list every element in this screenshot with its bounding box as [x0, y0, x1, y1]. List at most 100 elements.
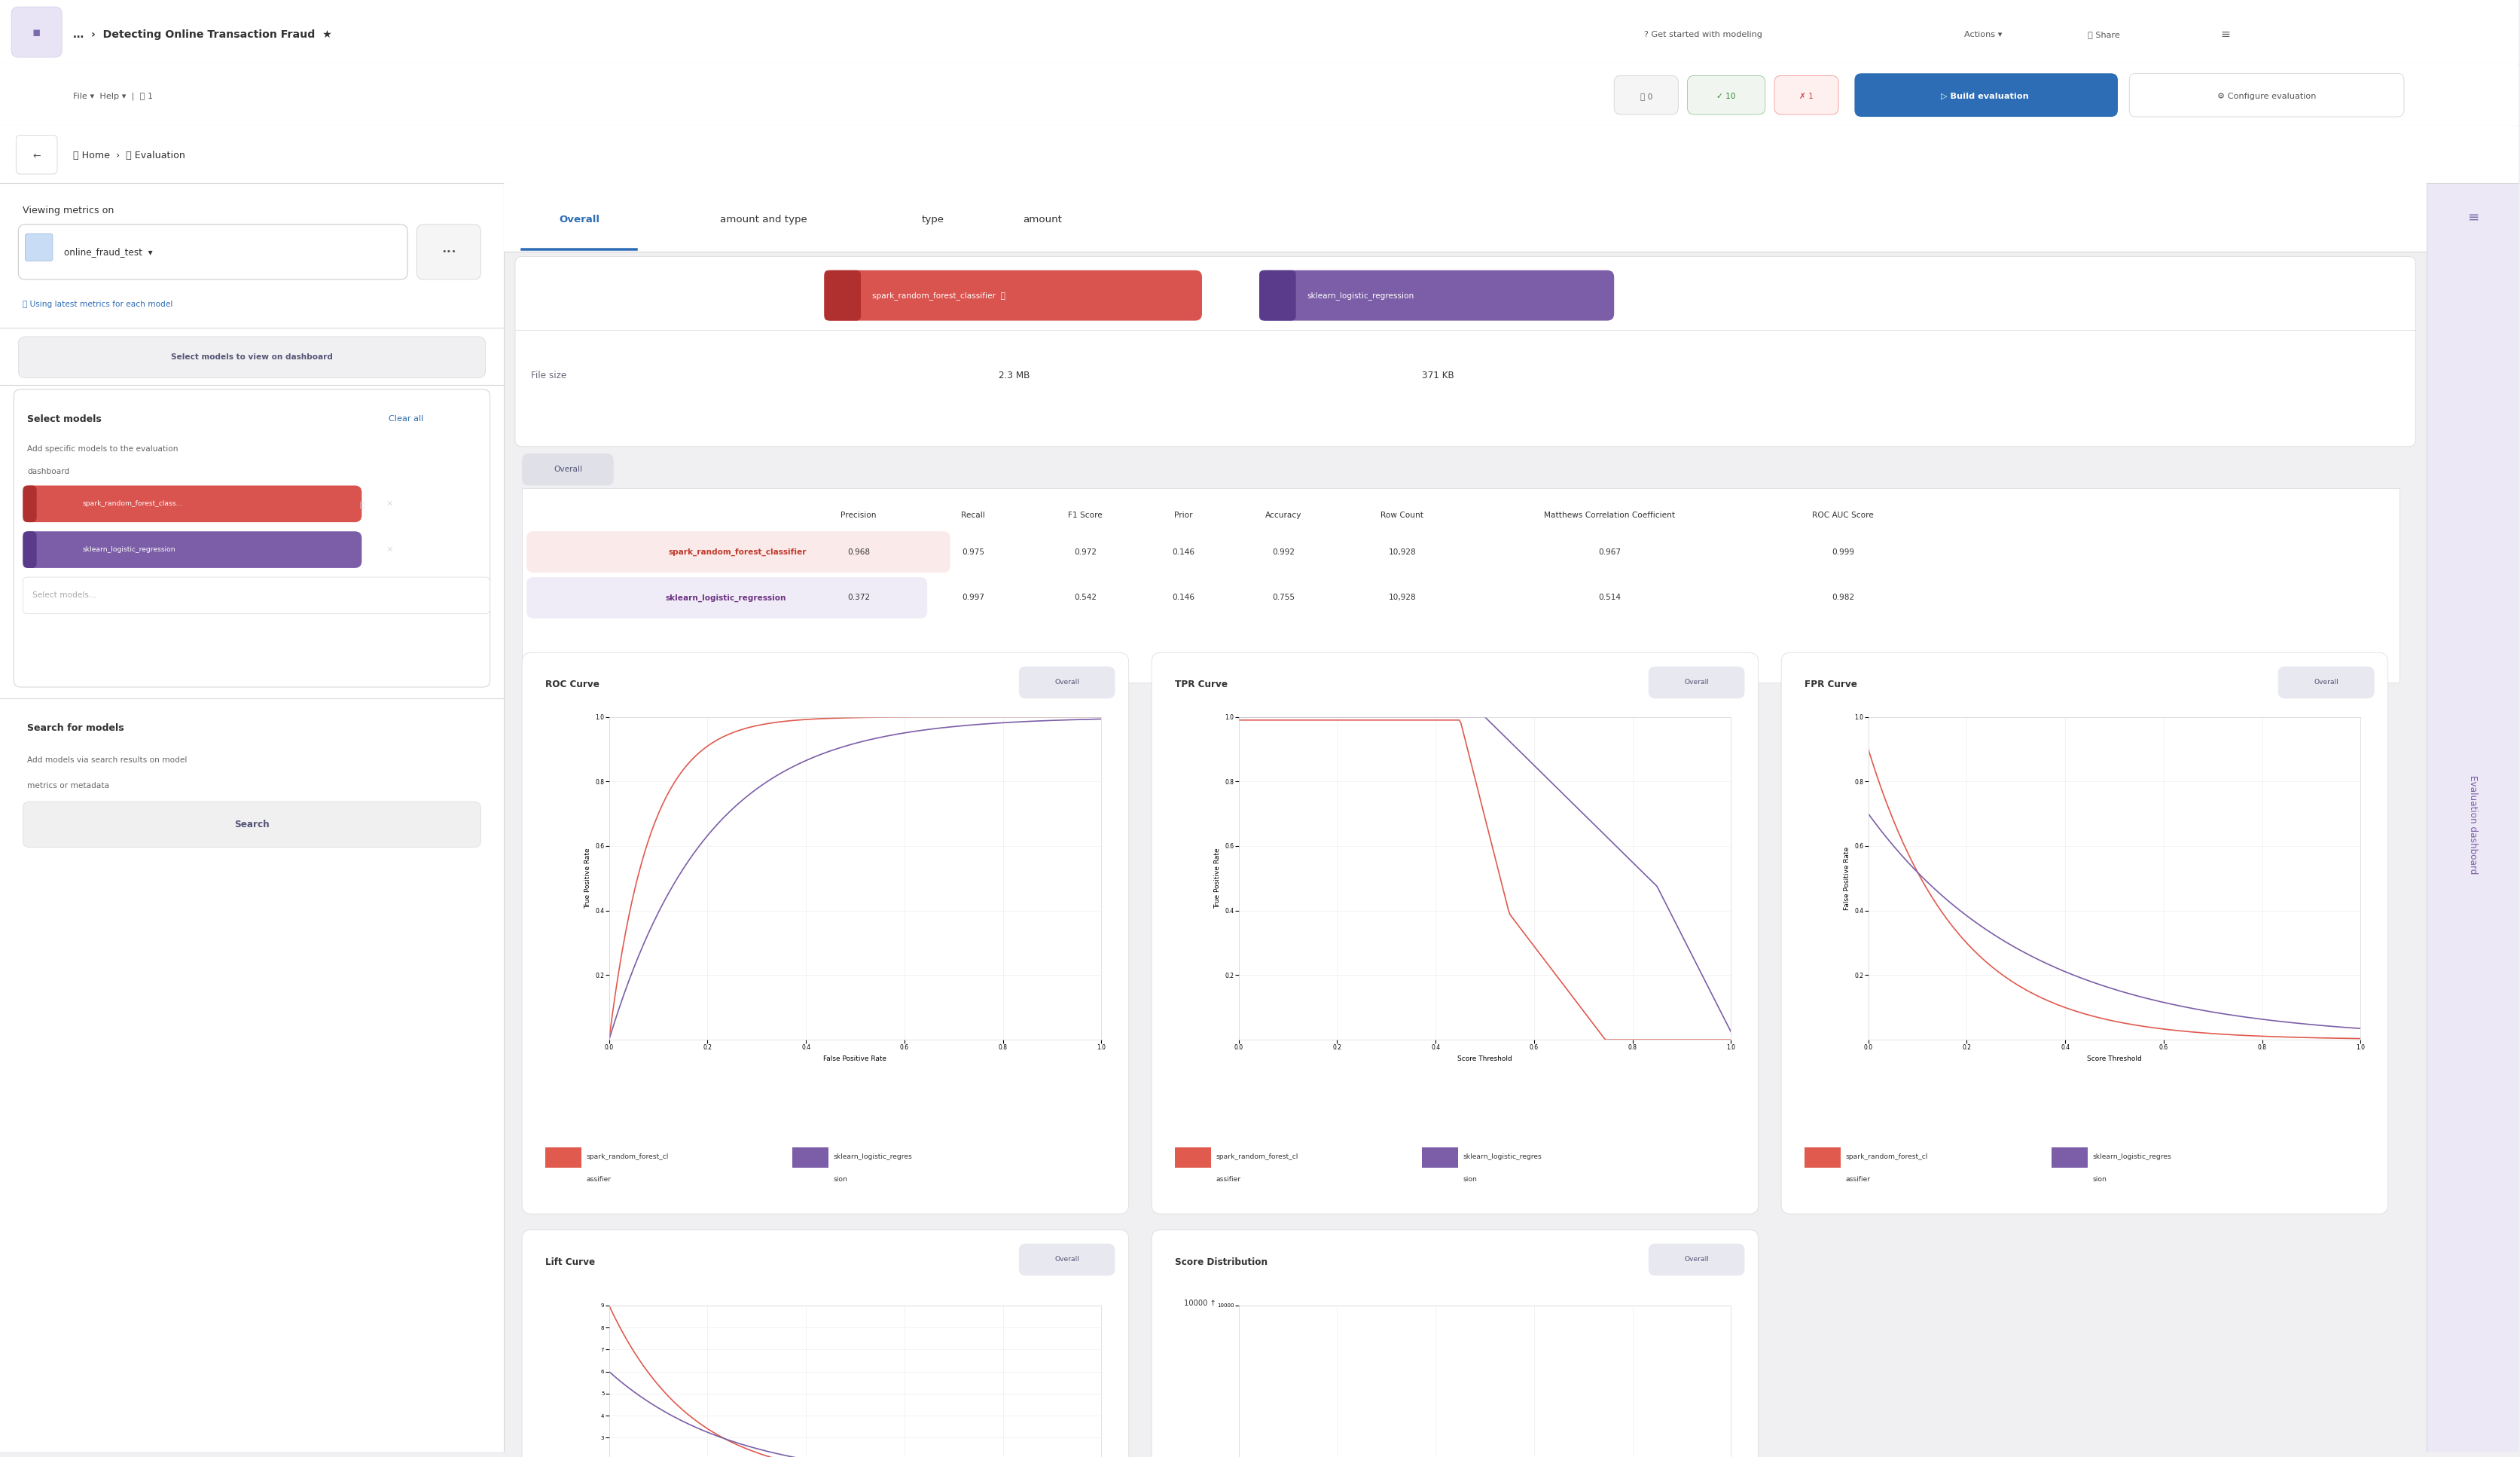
Text: Add specific models to the evaluation: Add specific models to the evaluation: [28, 446, 179, 453]
Text: sion: sion: [2092, 1176, 2107, 1183]
X-axis label: Score Threshold: Score Threshold: [2087, 1055, 2142, 1062]
Text: Clear all: Clear all: [388, 415, 423, 423]
Text: 🔄 0: 🔄 0: [1641, 92, 1653, 101]
Bar: [522, 488, 2399, 682]
Text: 0.968: 0.968: [847, 548, 869, 555]
X-axis label: False Positive Rate: False Positive Rate: [824, 1055, 887, 1062]
Text: Search for models: Search for models: [28, 723, 123, 733]
FancyBboxPatch shape: [522, 453, 612, 485]
Text: 0.999: 0.999: [1832, 548, 1855, 555]
Text: 0.975: 0.975: [963, 548, 985, 555]
Text: sklearn_logistic_regression: sklearn_logistic_regression: [83, 546, 176, 554]
Text: Row Count: Row Count: [1381, 511, 1424, 519]
Text: Overall: Overall: [554, 466, 582, 474]
Text: Prior: Prior: [1174, 511, 1192, 519]
FancyBboxPatch shape: [23, 485, 38, 522]
Bar: [0, 125, 2517, 184]
Text: ROC Curve: ROC Curve: [544, 680, 600, 689]
FancyBboxPatch shape: [23, 532, 363, 568]
Text: spark_random_forest_classifier  🏷: spark_random_forest_classifier 🏷: [872, 291, 1005, 300]
Text: 0.372: 0.372: [847, 594, 869, 602]
FancyBboxPatch shape: [18, 337, 486, 377]
Text: ✕: ✕: [386, 546, 393, 554]
Text: type: type: [922, 216, 945, 224]
FancyBboxPatch shape: [416, 224, 481, 280]
Bar: [544, 1148, 582, 1169]
Text: ⚙ Configure evaluation: ⚙ Configure evaluation: [2218, 92, 2316, 101]
Text: dashboard: dashboard: [28, 468, 71, 475]
Text: ≡: ≡: [2220, 29, 2230, 39]
FancyBboxPatch shape: [1018, 666, 1114, 698]
Bar: [504, 184, 2427, 1453]
Text: Score Distribution: Score Distribution: [1174, 1257, 1268, 1266]
Text: Search: Search: [234, 820, 270, 829]
Y-axis label: True Positive Rate: True Positive Rate: [1215, 848, 1220, 909]
Text: 0.146: 0.146: [1172, 594, 1194, 602]
Text: Lift Curve: Lift Curve: [544, 1257, 595, 1266]
Bar: [504, 184, 2427, 252]
FancyBboxPatch shape: [1688, 76, 1764, 115]
Text: sklearn_logistic_regression: sklearn_logistic_regression: [665, 594, 786, 602]
Text: ✓ 10: ✓ 10: [1716, 92, 1736, 101]
Text: 0.982: 0.982: [1832, 594, 1855, 602]
Text: 0.755: 0.755: [1273, 594, 1295, 602]
FancyBboxPatch shape: [1648, 666, 1744, 698]
Text: ▷ Build evaluation: ▷ Build evaluation: [1940, 92, 2029, 101]
Text: TPR Curve: TPR Curve: [1174, 680, 1227, 689]
FancyBboxPatch shape: [23, 485, 363, 522]
Text: ✗ 1: ✗ 1: [1799, 92, 1814, 101]
Text: 10,928: 10,928: [1389, 594, 1416, 602]
Text: 🏷: 🏷: [360, 500, 363, 507]
Bar: [791, 1148, 829, 1169]
FancyBboxPatch shape: [527, 577, 927, 618]
FancyBboxPatch shape: [23, 801, 481, 848]
Text: assifier: assifier: [1845, 1176, 1870, 1183]
Text: amount and type: amount and type: [721, 216, 806, 224]
Text: 0.997: 0.997: [963, 594, 985, 602]
FancyBboxPatch shape: [18, 224, 408, 280]
FancyBboxPatch shape: [13, 7, 63, 57]
Text: Accuracy: Accuracy: [1265, 511, 1300, 519]
Text: spark_random_forest_classifier: spark_random_forest_classifier: [668, 548, 806, 555]
FancyBboxPatch shape: [1615, 76, 1678, 115]
Text: 10000 ↑: 10000 ↑: [1184, 1300, 1215, 1307]
Text: ? Get started with modeling: ? Get started with modeling: [1643, 31, 1761, 38]
Text: Select models...: Select models...: [33, 592, 96, 599]
FancyBboxPatch shape: [1855, 73, 2117, 117]
Text: 0.992: 0.992: [1273, 548, 1295, 555]
Text: •••: •••: [441, 248, 456, 255]
Text: sklearn_logistic_regression: sklearn_logistic_regression: [1308, 291, 1414, 300]
Text: F1 Score: F1 Score: [1068, 511, 1101, 519]
Text: online_fraud_test  ▾: online_fraud_test ▾: [63, 248, 154, 256]
Text: ✕: ✕: [386, 500, 393, 507]
Y-axis label: True Positive Rate: True Positive Rate: [585, 848, 592, 909]
Text: Overall: Overall: [559, 216, 600, 224]
Text: Evaluation dashboard: Evaluation dashboard: [2467, 775, 2477, 874]
Text: Overall: Overall: [2313, 679, 2339, 686]
Text: ←: ←: [33, 152, 40, 160]
Bar: [0, 64, 2517, 125]
Text: Precision: Precision: [842, 511, 877, 519]
Text: sklearn_logistic_regres: sklearn_logistic_regres: [2092, 1152, 2172, 1160]
FancyBboxPatch shape: [514, 256, 2417, 447]
Text: 0.146: 0.146: [1172, 548, 1194, 555]
Text: metrics or metadata: metrics or metadata: [28, 782, 111, 790]
Bar: [1421, 1148, 1459, 1169]
FancyBboxPatch shape: [25, 233, 53, 261]
Text: sion: sion: [834, 1176, 847, 1183]
Text: Actions ▾: Actions ▾: [1966, 31, 2003, 38]
Text: 371 KB: 371 KB: [1421, 370, 1454, 380]
FancyBboxPatch shape: [23, 532, 38, 568]
FancyBboxPatch shape: [13, 389, 489, 688]
Bar: [0, 184, 504, 1453]
Text: Overall: Overall: [1683, 1256, 1709, 1263]
FancyBboxPatch shape: [522, 1230, 1129, 1457]
Text: 🏠 Home  ›  📊 Evaluation: 🏠 Home › 📊 Evaluation: [73, 152, 186, 160]
Text: Recall: Recall: [960, 511, 985, 519]
FancyBboxPatch shape: [1152, 1230, 1759, 1457]
FancyBboxPatch shape: [527, 532, 950, 573]
Text: Overall: Overall: [1683, 679, 1709, 686]
Text: 0.514: 0.514: [1598, 594, 1620, 602]
FancyBboxPatch shape: [23, 577, 489, 613]
Bar: [0, 0, 2517, 64]
